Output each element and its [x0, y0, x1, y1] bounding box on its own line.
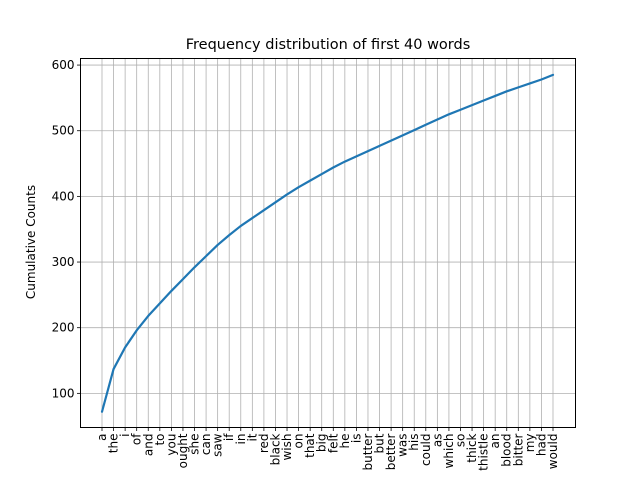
x-tick-label: butter	[361, 433, 375, 470]
data-point	[240, 225, 242, 227]
x-tick-label: on	[292, 434, 306, 449]
x-tick-label: thistle	[477, 434, 491, 471]
x-tick-label: his	[407, 434, 421, 451]
y-tick-label: 600	[52, 58, 75, 72]
data-point	[194, 266, 196, 268]
x-tick-label: can	[199, 434, 213, 456]
data-point	[344, 161, 346, 163]
data-point	[367, 150, 369, 152]
x-tick-label: felt	[326, 433, 340, 453]
data-point	[529, 82, 531, 84]
series-line	[100, 73, 555, 413]
x-tick-label: saw	[211, 433, 225, 457]
x-tick-label: bitter	[511, 433, 525, 466]
y-tick-label: 500	[52, 124, 75, 138]
x-tick-label: you	[164, 434, 178, 456]
data-point	[483, 100, 485, 102]
x-tick-label: but	[373, 433, 387, 453]
x-tick-label: he	[338, 434, 352, 449]
x-tick-label: in	[234, 434, 248, 445]
x-tick-label: which	[442, 434, 456, 469]
x-tick-label: to	[153, 434, 167, 446]
data-point	[506, 90, 508, 92]
x-tick-label: was	[396, 434, 410, 457]
data-point	[113, 368, 115, 370]
data-point	[309, 180, 311, 182]
x-tick-label: as	[430, 434, 444, 448]
data-point	[101, 411, 103, 413]
y-tick-label: 200	[52, 321, 75, 335]
x-tick-label: a	[95, 434, 109, 441]
data-point	[540, 79, 542, 81]
chart-title: Frequency distribution of first 40 words	[186, 37, 471, 53]
data-point	[274, 201, 276, 203]
data-point	[332, 166, 334, 168]
data-point	[494, 95, 496, 97]
y-axis-label: Cumulative Counts	[24, 185, 38, 299]
x-tick-label: would	[546, 434, 560, 470]
data-point	[136, 329, 138, 331]
y-tick-label: 400	[52, 189, 75, 203]
data-point	[205, 255, 207, 257]
x-tick-label: had	[534, 434, 548, 457]
data-point	[379, 145, 381, 147]
data-point	[170, 290, 172, 292]
x-tick-label: and	[141, 434, 155, 457]
data-point	[182, 278, 184, 280]
x-tick-label: i	[118, 434, 132, 437]
data-point	[425, 124, 427, 126]
data-point	[413, 129, 415, 131]
data-point	[436, 119, 438, 121]
data-point	[552, 74, 554, 76]
data-point	[251, 217, 253, 219]
x-tick-label: if	[222, 433, 236, 441]
data-point	[124, 346, 126, 348]
x-tick-label: thick	[465, 433, 479, 462]
data-point	[517, 86, 519, 88]
axis-ticks: atheiofandtoyououghtshecansawifinitredbl…	[52, 58, 560, 471]
x-tick-label: could	[419, 434, 433, 467]
data-point	[263, 209, 265, 211]
x-tick-label: so	[453, 434, 467, 448]
x-tick-label: my	[523, 434, 537, 453]
data-point	[321, 173, 323, 175]
data-point	[286, 193, 288, 195]
x-tick-label: red	[257, 434, 271, 454]
series-layer	[100, 73, 555, 413]
x-tick-label: she	[188, 434, 202, 455]
x-tick-label: the	[107, 434, 121, 454]
data-point	[402, 134, 404, 136]
grid	[80, 58, 576, 428]
data-point	[471, 104, 473, 106]
x-tick-label: black	[268, 433, 282, 465]
data-point	[228, 234, 230, 236]
data-point	[459, 109, 461, 111]
x-tick-label: an	[488, 434, 502, 449]
x-tick-label: ought	[176, 433, 190, 468]
data-point	[355, 155, 357, 157]
y-tick-label: 300	[52, 255, 75, 269]
y-tick-label: 100	[52, 386, 75, 400]
x-tick-label: it	[245, 433, 259, 441]
x-tick-label: of	[130, 433, 144, 445]
data-point	[448, 113, 450, 115]
x-tick-label: that	[303, 433, 317, 458]
x-tick-label: better	[384, 433, 398, 470]
data-point	[217, 244, 219, 246]
data-point	[159, 302, 161, 304]
x-tick-label: blood	[500, 434, 514, 467]
x-tick-label: big	[315, 434, 329, 453]
data-point	[298, 186, 300, 188]
x-tick-label: is	[349, 434, 363, 444]
data-point	[147, 315, 149, 317]
x-tick-label: wish	[280, 434, 294, 461]
plot-frame	[80, 58, 576, 428]
data-point	[390, 140, 392, 142]
